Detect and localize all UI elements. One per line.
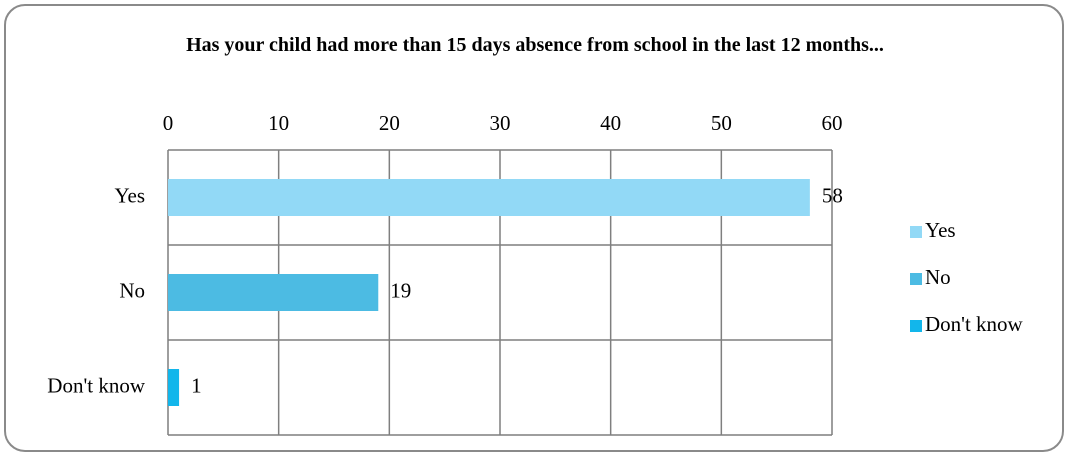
chart-frame [4,4,1064,452]
legend-swatch [910,226,922,238]
y-tick-label: Yes [114,183,145,207]
x-tick-label: 10 [268,111,289,135]
x-tick-label: 50 [711,111,732,135]
bar [168,274,379,311]
value-label: 1 [191,373,202,397]
legend-label: Don't know [925,312,1024,336]
bar [168,369,180,406]
y-tick-label: Don't know [47,373,146,397]
bar [168,179,810,216]
legend-swatch [910,273,922,285]
x-tick-label: 30 [490,111,511,135]
x-tick-label: 20 [379,111,400,135]
x-tick-label: 0 [163,111,174,135]
x-tick-label: 40 [600,111,621,135]
legend-label: Yes [925,218,956,242]
legend-label: No [925,265,951,289]
x-tick-label: 60 [822,111,843,135]
value-label: 58 [822,183,843,207]
y-tick-label: No [119,278,145,302]
legend-swatch [910,320,922,332]
chart-title: Has your child had more than 15 days abs… [186,34,884,56]
value-label: 19 [390,278,411,302]
